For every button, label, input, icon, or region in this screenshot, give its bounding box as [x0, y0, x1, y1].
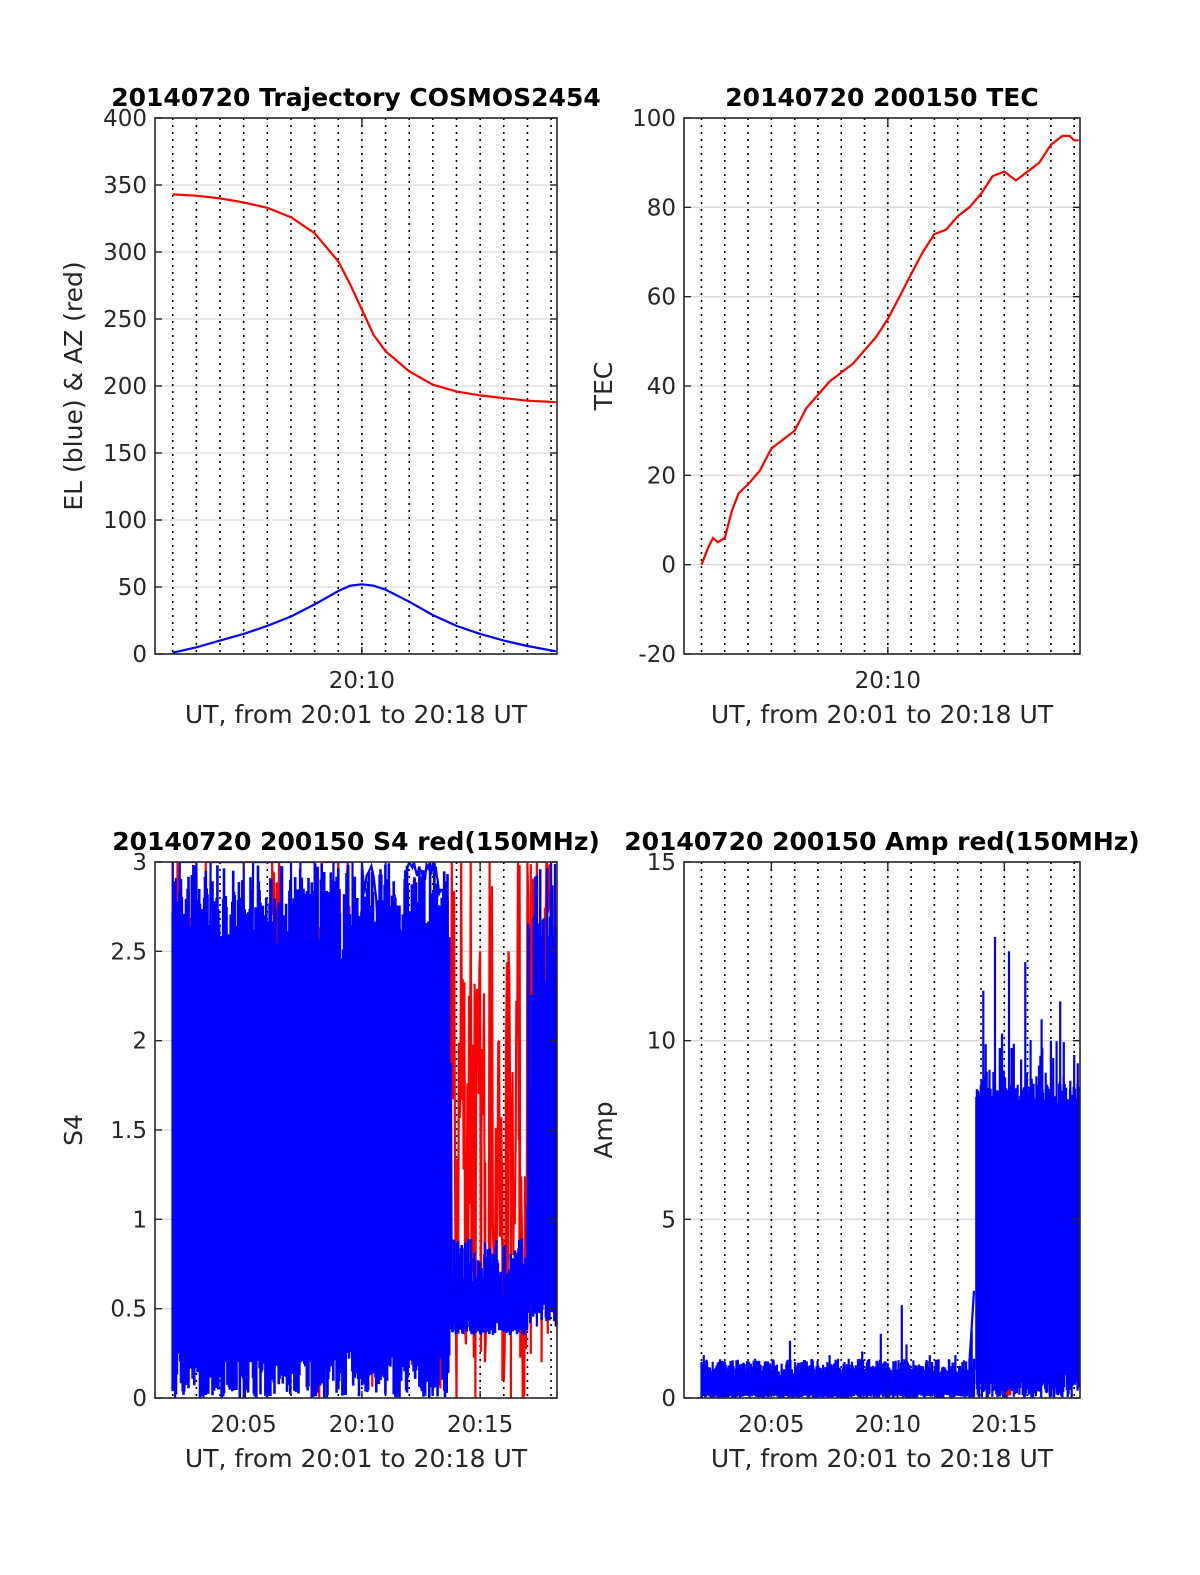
x-tick-label: 20:10 [329, 1412, 395, 1438]
y-tick-label: 0.5 [110, 1297, 147, 1323]
x-tick-label: 20:15 [447, 1412, 513, 1438]
chart-tec: -20 0 20 40 60 80 100 20:10 20140720 200150 TEC U… [589, 83, 1081, 729]
x-tick-label: 20:10 [855, 668, 921, 694]
y-tick-label: 400 [103, 106, 147, 132]
x-axis-label: UT, from 20:01 to 20:18 UT [185, 1444, 528, 1473]
x-tick-label: 20:15 [971, 1412, 1037, 1438]
series-trace-blue [700, 937, 1080, 1398]
series-group [700, 134, 1079, 566]
y-axis-label: S4 [59, 1114, 88, 1146]
series-line-tec [700, 134, 1079, 566]
y-tick-label: 3 [132, 850, 147, 876]
chart-s4: 0 0.5 1 1.5 2 2.5 3 20:05 20:10 20:15 20140720 200… [59, 827, 600, 1473]
y-tick-label: 200 [103, 374, 147, 400]
y-tick-label: 0 [661, 1386, 676, 1412]
chart-title: 20140720 Trajectory COSMOS2454 [111, 83, 601, 112]
y-tick-label: 300 [103, 240, 147, 266]
y-tick-label: 0 [661, 553, 676, 579]
y-tick-label: -20 [638, 642, 676, 668]
y-tick-label: 250 [103, 307, 147, 333]
y-tick-label: 2 [132, 1029, 147, 1055]
y-tick-label: 350 [103, 173, 147, 199]
y-tick-label: 10 [647, 1029, 676, 1055]
y-tick-label: 40 [647, 374, 676, 400]
series-line-el [172, 583, 557, 654]
y-tick-label: 50 [118, 575, 147, 601]
x-tick-label: 20:10 [855, 1412, 921, 1438]
series-line-az [172, 193, 556, 404]
y-tick-label: 0 [132, 1386, 147, 1412]
axes-box [683, 861, 1081, 1399]
y-tick-label: 150 [103, 441, 147, 467]
chart-title: 20140720 200150 S4 red(150MHz) [112, 827, 600, 856]
y-tick-label: 1 [132, 1207, 147, 1233]
x-tick-label: 20:05 [738, 1412, 804, 1438]
y-tick-label: 20 [647, 463, 676, 489]
y-tick-label: 100 [103, 508, 147, 534]
y-tick-label: 100 [632, 106, 676, 132]
series-group [172, 193, 557, 654]
chart-title: 20140720 200150 TEC [725, 83, 1038, 112]
chart-title: 20140720 200150 Amp red(150MHz) [624, 827, 1140, 856]
y-tick-label: 2.5 [110, 939, 147, 965]
y-tick-label: 5 [661, 1207, 676, 1233]
chart-amp: 0 5 10 15 20:05 20:10 20:15 20140720 200150 Amp… [589, 827, 1140, 1473]
y-tick-label: 80 [647, 195, 676, 221]
y-axis-label: Amp [589, 1101, 618, 1158]
x-axis-label: UT, from 20:01 to 20:18 UT [185, 700, 528, 729]
y-tick-label: 0 [132, 642, 147, 668]
series-group [700, 937, 1080, 1398]
y-tick-label: 15 [647, 850, 676, 876]
y-axis-label: EL (blue) & AZ (red) [59, 261, 88, 510]
y-axis-label: TEC [589, 362, 618, 412]
series-trace-red [1005, 1387, 1012, 1397]
series-band-blue [171, 862, 557, 1398]
x-axis-label: UT, from 20:01 to 20:18 UT [711, 1444, 1054, 1473]
y-tick-label: 1.5 [110, 1118, 147, 1144]
x-axis-label: UT, from 20:01 to 20:18 UT [711, 700, 1054, 729]
x-tick-label: 20:05 [211, 1412, 277, 1438]
x-tick-label: 20:10 [329, 668, 395, 694]
series-group [171, 862, 557, 1398]
y-tick-label: 60 [647, 285, 676, 311]
chart-trajectory: 0 50 100 150 200 250 300 350 400 20:10 20140720 Tr… [59, 83, 601, 729]
